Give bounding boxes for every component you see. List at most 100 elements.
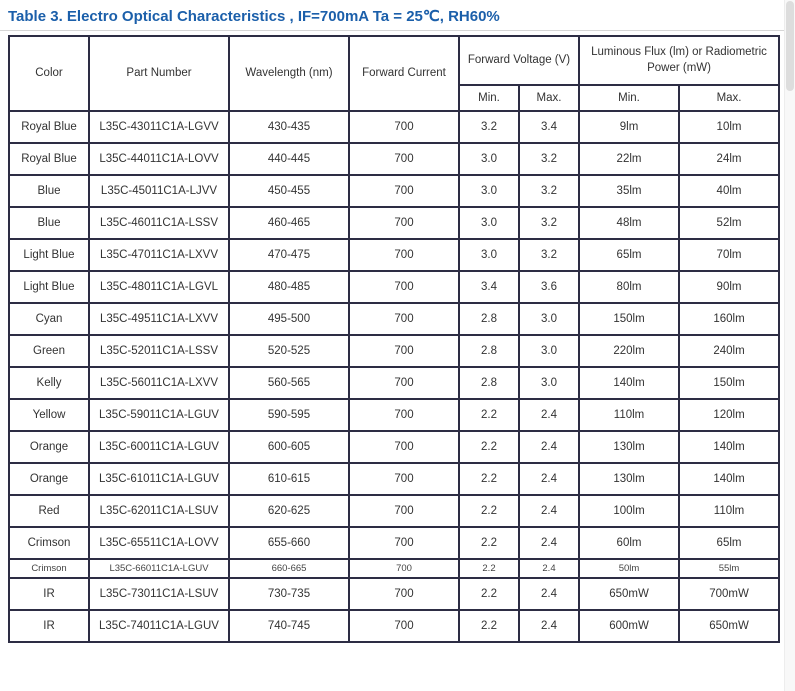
header-flux-min: Min. (578, 84, 681, 113)
cell-wavelength: 730-735 (228, 577, 350, 612)
cell-vf-max: 2.4 (517, 526, 581, 561)
cell-flux-max: 110lm (678, 494, 781, 529)
cell-color: Blue (8, 174, 90, 209)
cell-vf-min: 3.0 (458, 174, 520, 209)
cell-forward-current: 700 (348, 430, 460, 465)
cell-wavelength: 660-665 (228, 558, 350, 580)
table-row: Green L35C-52011C1A-LSSV 520-525 700 2.8… (8, 334, 781, 369)
cell-color: Orange (8, 462, 90, 497)
cell-part-number: L35C-43011C1A-LGVV (88, 110, 230, 145)
cell-flux-min: 140lm (578, 366, 681, 401)
header-color: Color (8, 34, 90, 113)
table-row: Kelly L35C-56011C1A-LXVV 560-565 700 2.8… (8, 366, 781, 401)
cell-flux-min: 110lm (578, 398, 681, 433)
cell-part-number: L35C-66011C1A-LGUV (88, 558, 230, 580)
cell-forward-current: 700 (348, 462, 460, 497)
cell-vf-min: 3.0 (458, 238, 520, 273)
cell-wavelength: 740-745 (228, 609, 350, 644)
cell-vf-min: 2.8 (458, 302, 520, 337)
cell-forward-current: 700 (348, 174, 460, 209)
cell-forward-current: 700 (348, 270, 460, 305)
cell-flux-min: 9lm (578, 110, 681, 145)
cell-part-number: L35C-45011C1A-LJVV (88, 174, 230, 209)
cell-vf-max: 3.2 (517, 206, 581, 241)
header-wavelength: Wavelength (nm) (228, 34, 350, 113)
cell-vf-min: 3.4 (458, 270, 520, 305)
cell-color: Light Blue (8, 270, 90, 305)
cell-wavelength: 590-595 (228, 398, 350, 433)
cell-flux-max: 140lm (678, 462, 781, 497)
cell-flux-max: 650mW (678, 609, 781, 644)
cell-flux-min: 150lm (578, 302, 681, 337)
cell-part-number: L35C-74011C1A-LGUV (88, 609, 230, 644)
cell-vf-max: 3.0 (517, 366, 581, 401)
table-body: Royal Blue L35C-43011C1A-LGVV 430-435 70… (8, 110, 781, 644)
cell-flux-max: 240lm (678, 334, 781, 369)
cell-flux-max: 24lm (678, 142, 781, 177)
cell-vf-max: 3.4 (517, 110, 581, 145)
cell-part-number: L35C-65511C1A-LOVV (88, 526, 230, 561)
cell-flux-min: 220lm (578, 334, 681, 369)
cell-flux-max: 10lm (678, 110, 781, 145)
cell-flux-max: 150lm (678, 366, 781, 401)
cell-flux-min: 650mW (578, 577, 681, 612)
cell-vf-min: 2.2 (458, 494, 520, 529)
cell-wavelength: 655-660 (228, 526, 350, 561)
cell-forward-current: 700 (348, 577, 460, 612)
cell-part-number: L35C-46011C1A-LSSV (88, 206, 230, 241)
cell-forward-current: 700 (348, 526, 460, 561)
cell-flux-max: 700mW (678, 577, 781, 612)
cell-vf-min: 2.2 (458, 577, 520, 612)
table-row: Cyan L35C-49511C1A-LXVV 495-500 700 2.8 … (8, 302, 781, 337)
cell-wavelength: 450-455 (228, 174, 350, 209)
cell-flux-max: 40lm (678, 174, 781, 209)
cell-part-number: L35C-44011C1A-LOVV (88, 142, 230, 177)
cell-wavelength: 430-435 (228, 110, 350, 145)
cell-wavelength: 470-475 (228, 238, 350, 273)
scrollbar[interactable] (784, 0, 795, 691)
cell-vf-min: 3.2 (458, 110, 520, 145)
cell-flux-min: 60lm (578, 526, 681, 561)
cell-vf-max: 2.4 (517, 462, 581, 497)
cell-vf-max: 3.0 (517, 302, 581, 337)
table-row: Blue L35C-45011C1A-LJVV 450-455 700 3.0 … (8, 174, 781, 209)
cell-vf-min: 2.2 (458, 398, 520, 433)
cell-part-number: L35C-49511C1A-LXVV (88, 302, 230, 337)
cell-wavelength: 460-465 (228, 206, 350, 241)
cell-vf-max: 2.4 (517, 494, 581, 529)
header-luminous-flux: Luminous Flux (lm) or Radiometric Power … (578, 34, 781, 87)
header-part-number: Part Number (88, 34, 230, 113)
table-row: Crimson L35C-65511C1A-LOVV 655-660 700 2… (8, 526, 781, 561)
cell-vf-min: 2.2 (458, 462, 520, 497)
cell-vf-max: 3.0 (517, 334, 581, 369)
cell-part-number: L35C-62011C1A-LSUV (88, 494, 230, 529)
cell-forward-current: 700 (348, 366, 460, 401)
cell-wavelength: 560-565 (228, 366, 350, 401)
header-flux-max: Max. (678, 84, 781, 113)
cell-wavelength: 480-485 (228, 270, 350, 305)
table-row: Royal Blue L35C-44011C1A-LOVV 440-445 70… (8, 142, 781, 177)
cell-color: Orange (8, 430, 90, 465)
cell-vf-max: 2.4 (517, 430, 581, 465)
cell-forward-current: 700 (348, 142, 460, 177)
scrollbar-thumb[interactable] (786, 1, 794, 91)
cell-flux-max: 55lm (678, 558, 781, 580)
cell-color: Royal Blue (8, 110, 90, 145)
cell-vf-min: 2.8 (458, 366, 520, 401)
cell-wavelength: 600-605 (228, 430, 350, 465)
cell-color: Kelly (8, 366, 90, 401)
cell-forward-current: 700 (348, 206, 460, 241)
cell-vf-max: 3.6 (517, 270, 581, 305)
cell-vf-min: 2.2 (458, 430, 520, 465)
page-title: Table 3. Electro Optical Characteristics… (8, 8, 500, 25)
header-vf-min: Min. (458, 84, 520, 113)
cell-color: Red (8, 494, 90, 529)
table-row: Light Blue L35C-47011C1A-LXVV 470-475 70… (8, 238, 781, 273)
cell-flux-min: 130lm (578, 462, 681, 497)
cell-flux-min: 65lm (578, 238, 681, 273)
cell-flux-max: 90lm (678, 270, 781, 305)
cell-forward-current: 700 (348, 334, 460, 369)
cell-vf-min: 2.2 (458, 558, 520, 580)
cell-color: Blue (8, 206, 90, 241)
cell-wavelength: 520-525 (228, 334, 350, 369)
